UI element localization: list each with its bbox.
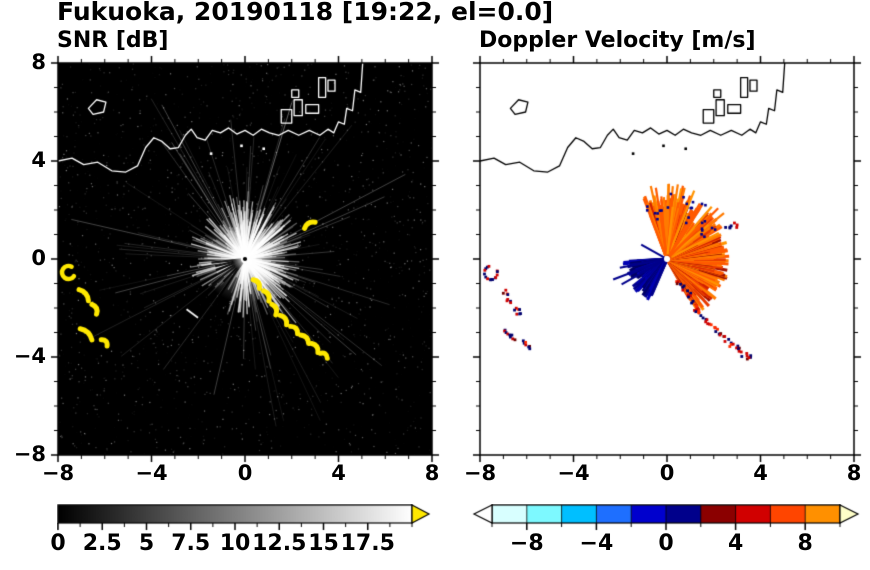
snr-colorbar-tick-label: 15 (308, 531, 339, 556)
doppler-panel-title: Doppler Velocity [m/s] (479, 28, 756, 53)
x-tick-label: 8 (846, 461, 862, 485)
x-tick-label: 8 (424, 461, 440, 485)
doppler-colorbar-tick-label: 0 (658, 531, 674, 556)
doppler-plot (468, 51, 866, 467)
snr-panel-title: SNR [dB] (57, 28, 169, 53)
x-tick-label: −8 (41, 461, 75, 485)
snr-colorbar-tick-label: 0 (50, 531, 66, 556)
y-tick-label: 4 (31, 148, 46, 172)
x-tick-label: 0 (237, 461, 253, 485)
snr-colorbar-tick-label: 5 (138, 531, 155, 556)
snr-colorbar-tick-label: 10 (219, 531, 251, 556)
x-tick-label: 4 (753, 461, 768, 485)
snr-colorbar-tick-label: 17.5 (340, 531, 395, 556)
x-tick-label: 4 (331, 461, 346, 485)
snr-colorbar (57, 504, 435, 534)
snr-colorbar-tick-label: 2.5 (82, 531, 122, 556)
y-tick-label: −4 (13, 344, 46, 368)
x-tick-label: −8 (463, 461, 497, 485)
doppler-colorbar (470, 504, 864, 534)
snr-colorbar-tick-label: 7.5 (171, 531, 211, 556)
figure-title: Fukuoka, 20190118 [19:22, el=0.0] (57, 0, 554, 26)
doppler-colorbar-tick-label: 8 (797, 531, 813, 556)
snr-plot (46, 51, 444, 467)
doppler-colorbar-tick-label: −4 (579, 531, 614, 556)
snr-colorbar-tick-label: 12.5 (252, 531, 307, 556)
doppler-colorbar-tick-label: 4 (727, 531, 744, 556)
y-tick-label: 0 (31, 246, 46, 270)
doppler-colorbar-tick-label: −8 (509, 531, 544, 556)
x-tick-label: −4 (135, 461, 168, 485)
x-tick-label: −4 (557, 461, 590, 485)
y-tick-label: −8 (13, 442, 46, 466)
y-tick-label: 8 (31, 50, 46, 74)
x-tick-label: 0 (659, 461, 675, 485)
